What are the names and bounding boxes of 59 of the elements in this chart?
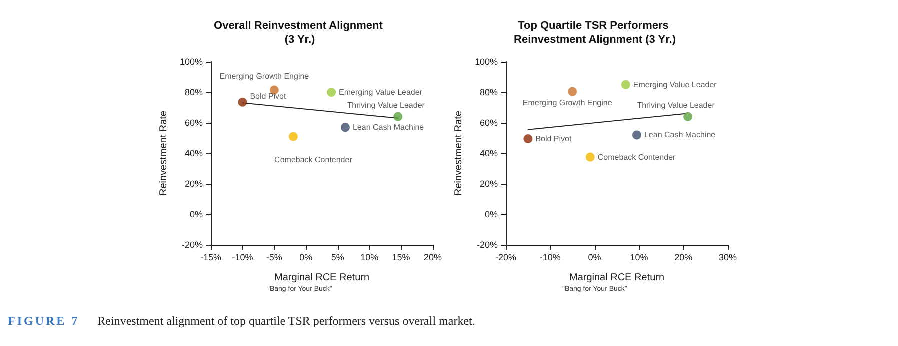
series-label: Emerging Growth Engine	[522, 98, 613, 108]
point	[327, 88, 336, 97]
point	[340, 123, 350, 132]
y-axis-title: Reinvestment Rate	[158, 110, 170, 196]
text: Comeback Contender	[274, 156, 353, 165]
point	[288, 132, 298, 142]
series-label: Emerging Value Leader	[339, 88, 423, 97]
y-tick-label: 60%	[184, 118, 203, 128]
series-label: Emerging Value Leader	[633, 80, 718, 90]
y-tick-label: 40%	[480, 148, 498, 158]
y-tick-label: 20%	[184, 179, 203, 189]
x-tick-label: 10%	[360, 252, 379, 262]
point	[394, 112, 403, 122]
chart-title: Overall Reinvestment Alignment (3 Yr.)	[214, 20, 386, 46]
y-tick-label: -20%	[182, 240, 203, 250]
y-tick-label: 80%	[184, 88, 203, 98]
x-tick-label: 20%	[674, 252, 693, 262]
x-tick-label: -15%	[200, 252, 222, 262]
y-tick-label: 100%	[180, 57, 203, 67]
x-tick-label: -5%	[266, 252, 282, 262]
y-tick-label: 20%	[480, 179, 498, 189]
x-tick-label: -10%	[232, 252, 254, 262]
point	[621, 80, 630, 90]
caption: FIGURE 7	[8, 314, 80, 328]
x-axis-title: Marginal RCE Return	[274, 272, 370, 284]
y-tick-label: 60%	[480, 118, 498, 128]
x-tick-label: 5%	[331, 252, 344, 262]
y-tick-label: 40%	[184, 148, 203, 158]
chart-title: Top Quartile TSR Performers Reinvestment Alignment (3 Yr.)	[514, 20, 676, 46]
point	[524, 134, 533, 144]
point	[568, 87, 578, 96]
series-label: Lean Cash Machine	[352, 123, 425, 132]
point	[586, 152, 595, 162]
x-tick-label: 0%	[588, 252, 602, 262]
series-label: Thriving Value Leader	[637, 100, 716, 110]
x-tick-label: 20%	[424, 252, 442, 262]
series-label: Emerging Growth Engine	[220, 72, 310, 82]
y-tick-label: -20%	[476, 240, 498, 250]
x-tick-label: -20%	[495, 252, 517, 262]
series-label: Bold Pivot	[250, 92, 288, 101]
x-tick-label: 15%	[392, 252, 410, 262]
text: Reinvestment alignment of top quartile TSR performers versus overall market.	[98, 314, 476, 328]
series-label: Bold Pivot	[536, 134, 572, 144]
series-label: Lean Cash Machine	[644, 130, 716, 140]
x-tick-label: 30%	[718, 252, 738, 262]
x-tick-label: 10%	[630, 252, 648, 262]
x-tick-label: -10%	[540, 252, 561, 262]
y-axis-title: Reinvestment Rate	[454, 110, 465, 196]
y-tick-label: 100%	[474, 57, 498, 67]
y-tick-label: 0%	[190, 210, 203, 220]
y-tick-label: 80%	[480, 88, 498, 98]
point	[632, 130, 642, 140]
x-axis-title: Marginal RCE Return	[569, 272, 665, 284]
series-label: Comeback Contender	[598, 152, 676, 162]
point	[238, 98, 248, 107]
point	[684, 112, 693, 122]
x-tick-label: 0%	[300, 252, 313, 262]
series-label: Thriving Value Leader	[347, 100, 426, 110]
y-tick-label: 0%	[484, 210, 498, 220]
